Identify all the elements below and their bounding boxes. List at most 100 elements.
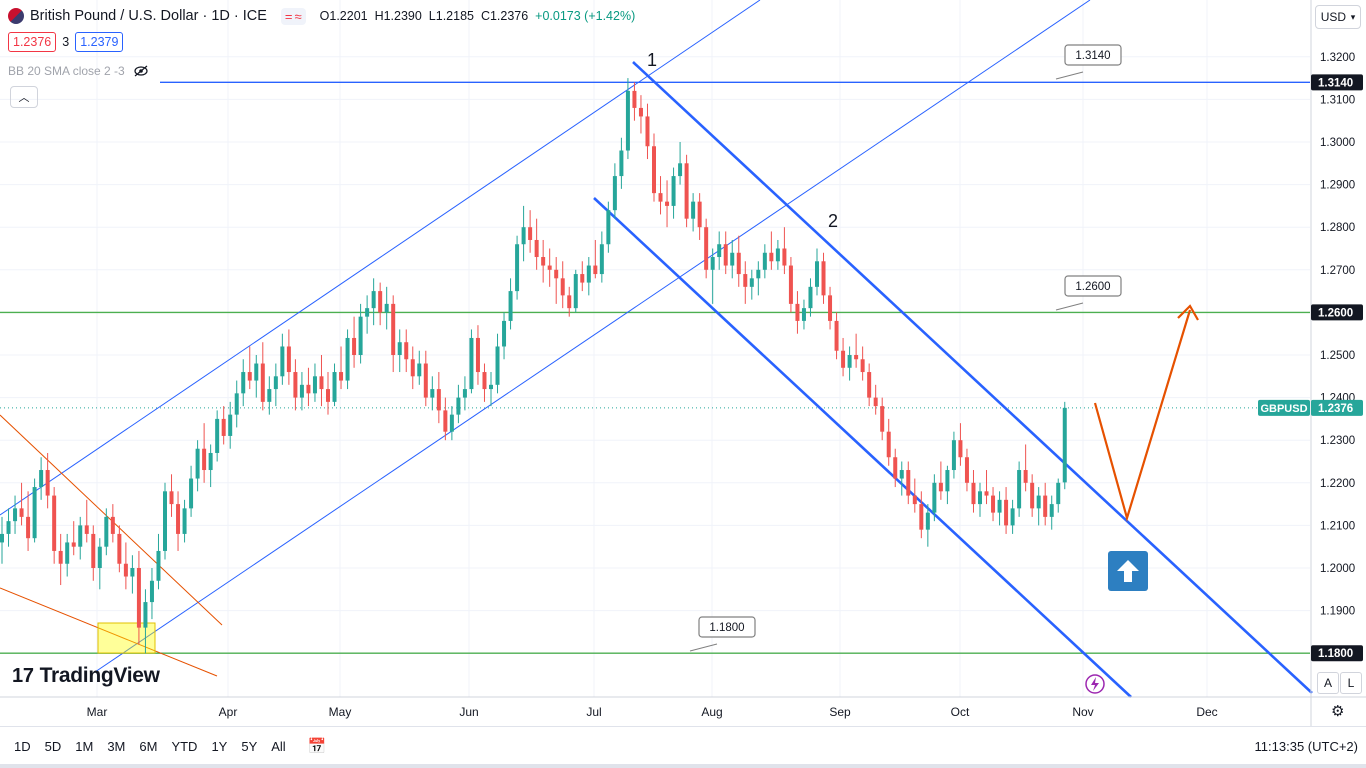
candle-body <box>925 512 930 530</box>
candle-body <box>462 389 467 398</box>
gbp-usd-flag-icon <box>8 8 24 24</box>
candle-body <box>997 499 1002 513</box>
candle-body <box>6 521 11 534</box>
buy-price-button[interactable]: 1.2379 <box>75 32 124 52</box>
y-tick-label: 1.1900 <box>1320 606 1355 618</box>
level-price-badge <box>1311 74 1363 91</box>
candle-body <box>260 363 265 402</box>
brand-text: TradingView <box>39 664 160 687</box>
range-button[interactable]: 5Y <box>241 738 258 754</box>
candle-body <box>951 440 956 471</box>
candle-body <box>221 418 226 436</box>
range-button[interactable]: 5D <box>44 738 62 754</box>
range-button[interactable]: YTD <box>171 738 198 754</box>
callout-box <box>1064 275 1122 297</box>
lightning-bolt-icon <box>1091 677 1099 691</box>
y-tick-label: 1.3000 <box>1320 137 1355 149</box>
candle-body <box>358 316 363 355</box>
candle-body <box>202 448 207 471</box>
candle-body <box>97 546 102 568</box>
candle-body <box>834 320 839 351</box>
candle-body <box>671 176 676 206</box>
candle-body <box>632 90 637 108</box>
candle-body <box>788 265 793 304</box>
candle-body <box>78 525 83 547</box>
candle-body <box>456 397 461 415</box>
candle-body <box>625 90 630 151</box>
candle-body <box>1017 470 1022 509</box>
candle-body <box>554 269 559 279</box>
symbol-header: British Pound / U.S. Dollar · 1D · ICE =… <box>8 6 635 26</box>
range-button[interactable]: 6M <box>139 738 158 754</box>
clock[interactable]: 11:13:35 (UTC+2) <box>1254 738 1358 754</box>
candle-body <box>149 580 154 603</box>
bottom-toolbar: 1D 5D 1M 3M 6M YTD 1Y 5Y All 📅 11:13:35 (UTC+2) <box>0 726 1366 765</box>
range-button[interactable]: 1D <box>14 738 31 754</box>
candle-body <box>208 452 213 471</box>
candle-body <box>638 107 643 117</box>
x-tick-label: Sep <box>829 705 851 719</box>
candle-body <box>91 533 96 568</box>
range-button[interactable]: 1M <box>75 738 94 754</box>
approx-icon: ≈ <box>294 8 302 24</box>
candle-body <box>397 342 402 355</box>
currency-selector[interactable]: USD ▾ <box>1315 5 1361 29</box>
candle-body <box>267 389 272 402</box>
candle-body <box>182 508 187 534</box>
price-chart[interactable]: 1.3140 1.2600 1.1800 1 2 GBPUSD 1.3200 1.3100… <box>0 0 1366 726</box>
calendar-icon[interactable]: 📅 <box>307 738 327 755</box>
candle-body <box>0 533 4 543</box>
sell-price-button[interactable]: 1.2376 <box>8 32 57 52</box>
status-pill[interactable]: = ≈ <box>280 7 306 25</box>
candle-body <box>586 265 591 283</box>
gear-icon[interactable]: ⚙ <box>1331 703 1345 720</box>
candle-body <box>1023 470 1028 483</box>
level-price-text: 1.1800 <box>1318 648 1353 660</box>
candle-body <box>495 346 500 385</box>
candle-body <box>345 337 350 381</box>
callout-box <box>1064 44 1122 66</box>
auto-scale-button[interactable]: A <box>1317 672 1339 694</box>
downtrend-upper-line <box>632 61 1313 694</box>
candle-body <box>1010 508 1015 526</box>
candle-body <box>749 278 754 287</box>
candle-body <box>371 291 376 309</box>
y-tick-label: 1.2200 <box>1320 478 1355 490</box>
candle-body <box>756 269 761 279</box>
high-value: H1.2390 <box>374 9 422 23</box>
candle-body <box>430 389 435 398</box>
log-scale-button[interactable]: L <box>1340 672 1362 694</box>
range-button[interactable]: 1Y <box>211 738 228 754</box>
chevron-down-icon: ▾ <box>1350 11 1356 22</box>
range-button[interactable]: 3M <box>107 738 126 754</box>
candle-body <box>691 201 696 219</box>
candle-body <box>273 376 278 390</box>
candle-body <box>521 227 526 245</box>
candle-body <box>580 274 585 283</box>
projection-arrowhead <box>1177 304 1199 321</box>
range-buttons: 1D 5D 1M 3M 6M YTD 1Y 5Y All <box>14 739 286 754</box>
candle-body <box>176 504 181 534</box>
eye-hidden-icon[interactable] <box>133 65 149 77</box>
level-price-text: 1.2600 <box>1318 307 1353 319</box>
candle-body <box>475 337 480 373</box>
candle-body <box>32 487 37 539</box>
channel-lower-line <box>94 0 1091 673</box>
symbol-title[interactable]: British Pound / U.S. Dollar · 1D · ICE <box>30 8 267 24</box>
candle-body <box>991 495 996 513</box>
candle-body <box>612 176 617 211</box>
candle-body <box>704 227 709 270</box>
level-price-text: 1.3140 <box>1318 77 1353 89</box>
candle-body <box>678 163 683 177</box>
candle-body <box>567 295 572 309</box>
candle-body <box>893 457 898 479</box>
wedge-lower-line <box>0 587 218 677</box>
indicator-legend[interactable]: BB 20 SMA close 2 -3 <box>8 64 149 78</box>
collapse-legend-button[interactable]: ︿ <box>10 86 38 108</box>
chevron-up-icon: ︿ <box>18 92 30 104</box>
range-button[interactable]: All <box>271 738 286 754</box>
bottom-strip <box>0 764 1366 768</box>
candle-body <box>384 303 389 313</box>
candle-body <box>508 291 513 321</box>
candle-body <box>541 257 546 266</box>
